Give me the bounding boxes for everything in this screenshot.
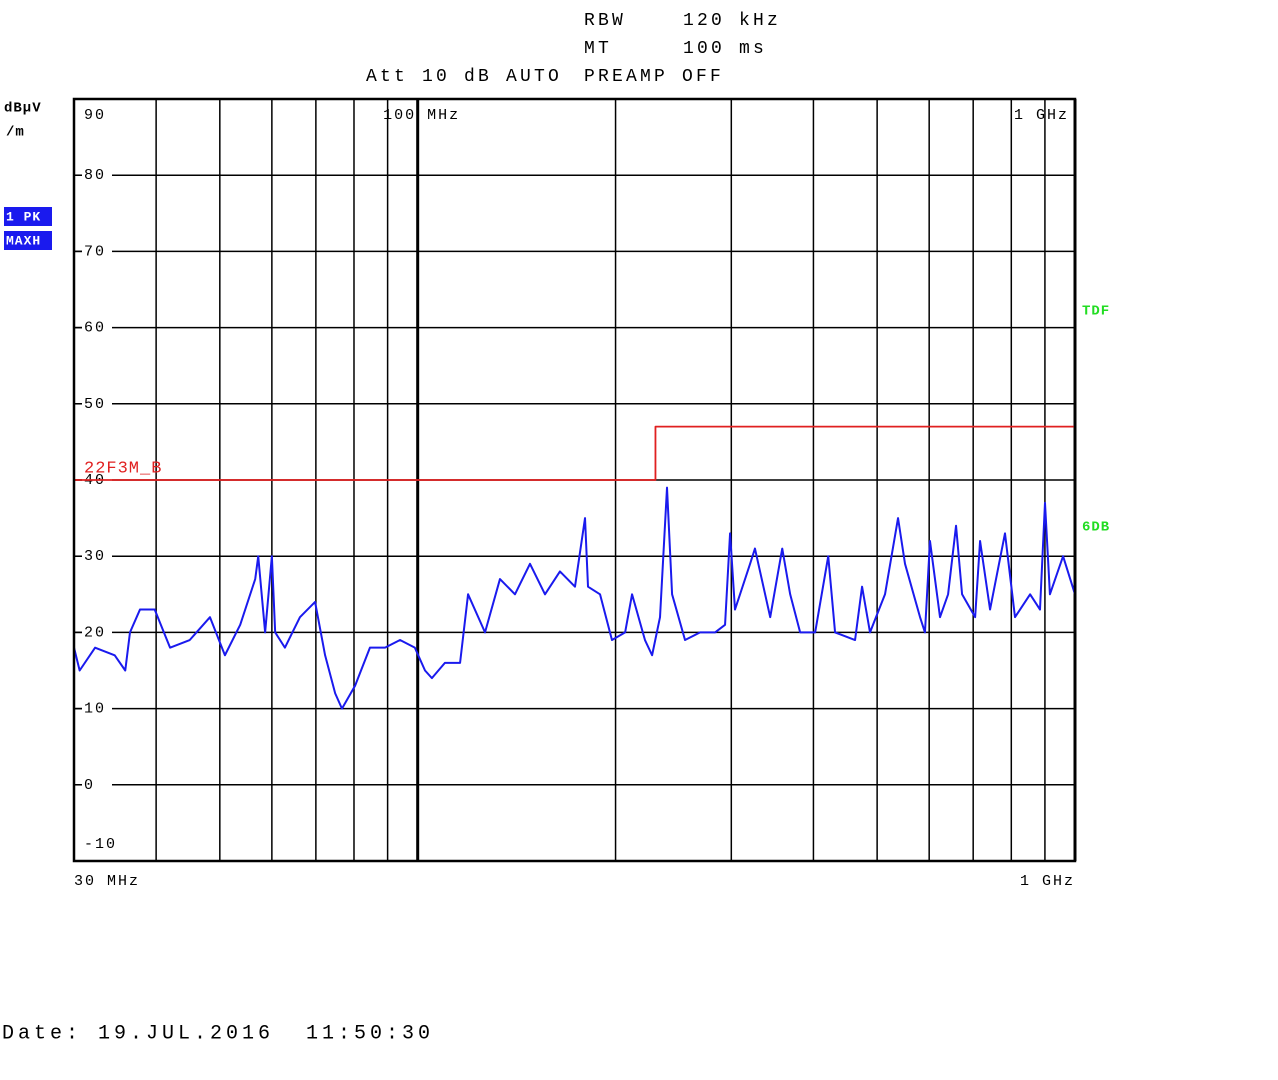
trace-label: 1 PK	[6, 209, 41, 224]
x-tick-label: 30 MHz	[74, 873, 140, 890]
mt-value: 100 ms	[683, 39, 767, 59]
series-line	[74, 425, 1075, 481]
tick-label-bg	[82, 395, 112, 412]
limit-label: 22F3M_B	[84, 459, 162, 478]
rbw-value: 120 kHz	[683, 11, 781, 31]
y-tick-label: 30	[84, 548, 106, 565]
tick-label-bg	[82, 836, 112, 852]
tick-label-bg	[82, 167, 112, 184]
y-tick-label: -10	[84, 836, 117, 853]
trace-badge	[4, 207, 52, 226]
tick-label-bg	[82, 243, 112, 260]
tick-label-bg	[82, 548, 112, 565]
x-tick-label: 1 GHz	[1020, 873, 1075, 890]
y-unit: /m	[6, 125, 25, 141]
side-label: 6DB	[1082, 520, 1110, 536]
x-tick-label-top: 100 MHz	[383, 107, 460, 124]
side-label: TDF	[1082, 304, 1110, 320]
trace-mode: MAXH	[6, 233, 41, 248]
mt-label: MT	[584, 39, 612, 59]
plot-frame	[72, 97, 1077, 863]
y-tick-label: 60	[84, 320, 106, 337]
y-tick-label: 20	[84, 624, 106, 641]
trace-badge	[4, 231, 52, 250]
tick-label-bg	[82, 624, 112, 641]
tick-label-bg	[82, 319, 112, 336]
attenuation: Att 10 dB AUTO	[366, 67, 562, 87]
y-tick-label: 90	[84, 107, 106, 124]
y-unit: dBµV	[4, 101, 42, 117]
x-tick-label-top: 1 GHz	[1014, 107, 1069, 124]
y-tick-label: 80	[84, 167, 106, 184]
tick-label-bg	[82, 107, 112, 123]
y-tick-label: 50	[84, 396, 106, 413]
y-tick-label: 10	[84, 701, 106, 718]
preamp: PREAMP OFF	[584, 67, 724, 87]
y-tick-label: 70	[84, 243, 106, 260]
y-tick-label: 0	[84, 777, 95, 794]
tick-label-bg	[82, 700, 112, 717]
date: Date: 19.JUL.2016 11:50:30	[2, 1022, 434, 1045]
series-line	[73, 486, 1076, 710]
tick-label-bg	[82, 776, 112, 793]
rbw-label: RBW	[584, 11, 626, 31]
